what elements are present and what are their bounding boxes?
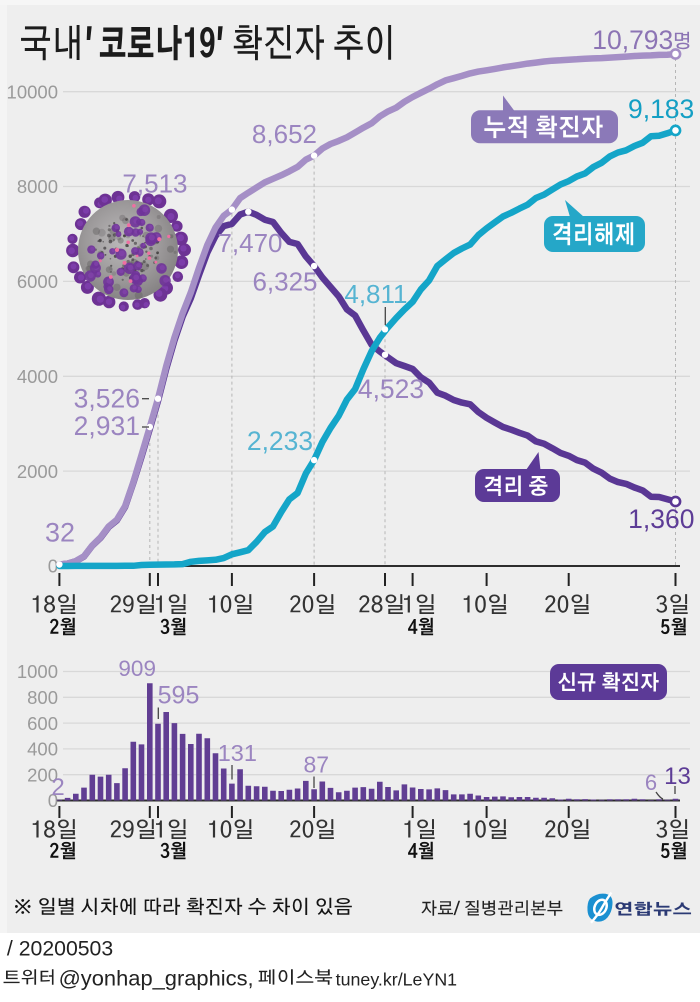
svg-text:2: 2 [51,774,64,801]
svg-text:87: 87 [304,752,330,778]
svg-text:800: 800 [27,687,58,708]
svg-text:9,183: 9,183 [628,94,694,124]
svg-text:4,523: 4,523 [358,374,424,404]
svg-text:200: 200 [27,764,58,785]
svg-text:0: 0 [48,790,58,811]
svg-text:7,470: 7,470 [217,228,282,258]
svg-text:400: 400 [27,739,58,760]
svg-text:2,931: 2,931 [74,411,140,441]
svg-text:13: 13 [664,763,691,790]
svg-text:7,513: 7,513 [122,169,187,199]
svg-text:10000: 10000 [7,81,58,102]
svg-text:8,652: 8,652 [252,119,317,149]
svg-text:@yonhap_graphics,: @yonhap_graphics, [59,968,254,991]
svg-text:32: 32 [45,518,75,548]
svg-text:6: 6 [645,770,657,795]
svg-text:2000: 2000 [17,461,58,482]
svg-text:1000: 1000 [17,661,58,682]
svg-text:0: 0 [48,556,58,577]
svg-text:2,233: 2,233 [247,426,313,456]
svg-text:tuney.kr/LeYN1: tuney.kr/LeYN1 [336,970,457,990]
svg-text:595: 595 [158,682,200,710]
svg-text:3,526: 3,526 [74,384,140,414]
svg-text:1,360: 1,360 [628,504,694,534]
svg-text:4000: 4000 [17,366,58,387]
svg-text:10,793: 10,793 [592,25,673,55]
svg-text:600: 600 [27,713,58,734]
svg-text:909: 909 [118,656,156,681]
svg-text:131: 131 [218,740,257,766]
svg-text:/ 20200503: / 20200503 [7,938,113,961]
svg-text:6000: 6000 [17,271,58,292]
svg-text:6,325: 6,325 [252,267,317,297]
svg-text:8000: 8000 [17,176,58,197]
svg-text:4,811: 4,811 [344,279,407,309]
